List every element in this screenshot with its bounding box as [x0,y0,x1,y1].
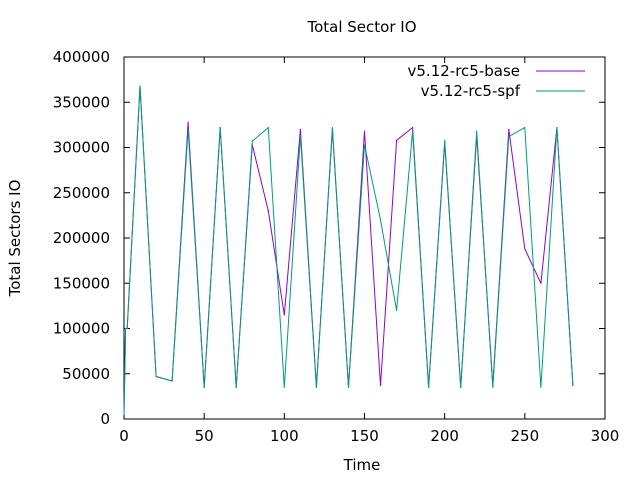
data-point [379,384,382,387]
y-tick-label: 300000 [53,139,110,157]
data-point [219,127,221,129]
data-point [315,386,317,388]
plot-area [123,56,606,420]
data-point [139,85,141,87]
data-point [267,210,269,212]
x-tick-label: 250 [511,427,540,445]
data-point [299,135,301,137]
data-point [508,136,510,138]
series-line-v5.12-rc5-base [123,85,574,415]
y-tick-label: 200000 [53,229,110,247]
data-point [363,144,366,146]
data-point [347,386,350,388]
legend: v5.12-rc5-base v5.12-rc5-spf [408,62,585,100]
y-axis-label: Total Sectors IO [6,180,24,298]
data-point [123,413,125,416]
data-point [235,386,237,388]
data-point [428,386,430,388]
data-point [126,327,128,330]
y-tick-label: 350000 [53,93,110,111]
y-tick-label: 400000 [53,48,110,66]
data-point [125,327,127,330]
data-point [155,375,157,378]
data-point [187,128,189,130]
data-point [524,127,526,129]
data-point [412,130,414,132]
series-layer [123,85,574,416]
y-tick-label: 50000 [62,365,110,383]
data-point [572,384,574,387]
data-point [540,282,542,284]
x-axis-label: Time [343,456,381,474]
series-line-v5.12-rc5-spf [123,85,574,415]
plot-border [123,56,606,420]
x-axis: 0 50 100 150 200 250 300 [119,57,619,445]
x-tick-label: 100 [270,427,299,445]
legend-label: v5.12-rc5-spf [421,82,521,100]
data-point [476,130,478,132]
data-point [412,127,414,129]
data-point [283,314,285,316]
data-point [363,130,366,132]
x-tick-label: 50 [195,427,214,445]
x-tick-label: 0 [119,427,129,445]
data-point [251,140,253,142]
chart-title: Total Sector IO [306,18,416,36]
data-point [203,386,205,388]
x-tick-label: 150 [350,427,379,445]
y-tick-label: 150000 [53,274,110,292]
x-tick-label: 200 [430,427,459,445]
data-point [540,386,542,388]
legend-label: v5.12-rc5-base [408,62,521,80]
data-point [444,139,446,141]
data-point [492,386,494,388]
y-tick-label: 100000 [53,320,110,338]
y-tick-label: 0 [100,410,110,428]
data-point [524,248,526,250]
data-point [556,127,558,129]
y-axis: 0 50000 100000 150000 200000 250000 300000 3500… [53,48,605,428]
y-tick-label: 250000 [53,184,110,202]
data-point [299,128,301,130]
x-tick-label: 300 [591,427,620,445]
data-point [396,309,398,311]
data-point [460,386,462,388]
data-point [508,128,510,130]
data-point [267,127,269,129]
data-point [187,121,189,123]
data-point [171,380,173,382]
data-point [396,139,398,141]
data-point [283,386,285,388]
data-point [379,219,382,221]
data-point [331,127,333,129]
